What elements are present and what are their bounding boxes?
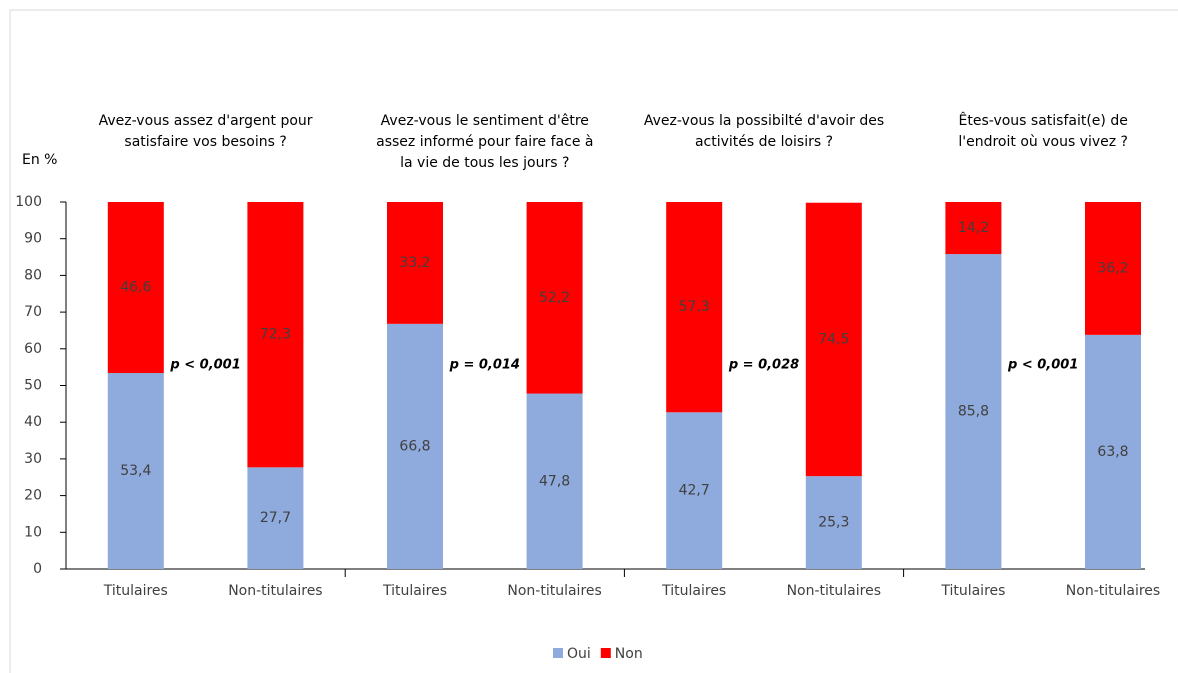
bar-segment [1085,334,1141,569]
annotation: p < 0,001 [1007,358,1078,373]
legend-swatch [600,648,611,658]
group-title: Avez-vous la possibilté d'avoir des [644,113,884,129]
value-label: 25,3 [818,515,849,531]
bar-segment [666,412,723,569]
bar-segment [526,202,583,394]
y-tick-label: 80 [24,267,42,283]
x-tick-label: Non-titulaires [507,583,601,599]
bar-segment [666,202,723,413]
value-label: 72,3 [260,327,291,343]
annotation: p < 0,001 [169,358,240,373]
value-label: 85,8 [958,404,989,420]
group-title: Avez-vous le sentiment d'être [381,113,589,129]
y-tick-label: 10 [24,524,42,540]
x-tick-label: Titulaires [103,583,168,599]
bar-segment [387,323,443,569]
legend-swatch [553,648,563,658]
legend-label: Non [615,646,643,662]
bar-segment [247,467,304,569]
annotation: p = 0,014 [449,358,520,373]
bar-segment [387,202,443,324]
value-label: 53,4 [120,463,151,479]
y-tick-label: 50 [24,378,42,394]
value-label: 47,8 [539,473,570,489]
group-title: satisfaire vos besoins ? [124,134,286,150]
x-tick-label: Non-titulaires [228,583,322,599]
group-title: Êtes-vous satisfait(e) de [959,111,1128,129]
x-tick-label: Titulaires [661,583,726,599]
value-label: 14,2 [958,220,989,236]
y-tick-label: 30 [24,451,42,467]
bar-segment [945,254,1002,569]
bar-segment [247,202,304,468]
value-label: 63,8 [1097,444,1128,460]
bar-segment [1085,202,1141,335]
value-label: 74,5 [818,331,849,347]
group-title: la vie de tous les jours ? [400,155,569,171]
y-tick-label: 70 [24,304,42,320]
bar-segment [526,393,583,569]
group-title: l'endroit où vous vivez ? [958,134,1128,150]
value-label: 57,3 [679,299,710,315]
value-label: 42,7 [679,483,710,499]
y-tick-label: 100 [15,194,42,210]
y-tick-label: 60 [24,341,42,357]
bar-segment [107,202,164,374]
value-label: 66,8 [399,438,430,454]
bar-segment [805,476,862,569]
x-tick-label: Titulaires [382,583,447,599]
y-tick-label: 90 [24,231,42,247]
value-label: 33,2 [399,255,430,271]
x-tick-label: Non-titulaires [1066,583,1160,599]
y-tick-label: 0 [33,561,42,577]
annotation: p = 0,028 [728,358,799,373]
value-label: 52,2 [539,290,570,306]
value-label: 27,7 [260,510,291,526]
x-tick-label: Non-titulaires [787,583,881,599]
y-tick-label: 40 [24,414,42,430]
x-tick-label: Titulaires [940,583,1005,599]
group-title: activités de loisirs ? [695,134,833,150]
chart-frame [9,9,1178,673]
y-axis-label: En % [22,152,57,168]
legend-label: Oui [567,646,591,662]
bar-segment [945,202,1002,255]
group-title: assez informé pour faire face à [376,134,593,150]
group-title: Avez-vous assez d'argent pour [99,113,313,129]
bar-segment [805,202,862,477]
value-label: 36,2 [1097,260,1128,276]
value-label: 46,6 [120,280,151,296]
y-tick-label: 20 [24,488,42,504]
bar-segment [107,373,164,569]
